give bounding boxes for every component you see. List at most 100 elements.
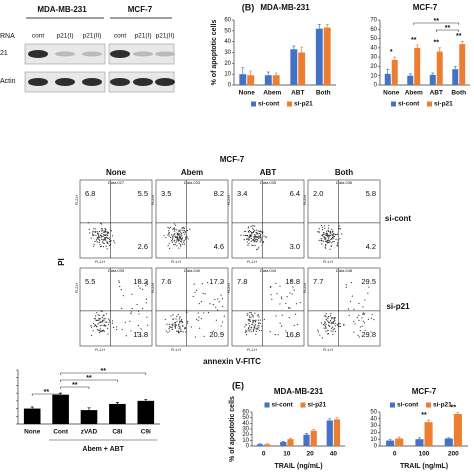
event-dot [329, 241, 331, 243]
event-dot [136, 331, 138, 334]
event-dot [331, 316, 333, 319]
event-dot [100, 245, 102, 247]
bar [407, 75, 414, 85]
event-dot [93, 227, 95, 230]
event-dot [256, 327, 258, 329]
event-dot [318, 239, 320, 241]
event-dot [327, 317, 329, 319]
event-dot [182, 231, 184, 233]
event-dot [137, 285, 140, 287]
bar [298, 52, 306, 85]
event-dot [287, 307, 290, 309]
event-dot [113, 240, 115, 242]
event-dot [336, 233, 338, 235]
bar [323, 27, 331, 85]
x-tick-label: Both [451, 90, 466, 97]
event-dot [248, 323, 250, 325]
bar [239, 74, 247, 85]
event-dot [217, 298, 219, 300]
event-dot [341, 233, 343, 235]
bracket [60, 372, 147, 375]
event-dot [275, 282, 277, 284]
event-dot [111, 320, 114, 322]
event-dot [321, 228, 324, 231]
event-dot [248, 325, 251, 327]
event-dot [258, 324, 260, 327]
legend-swatch [426, 402, 431, 408]
event-dot [328, 322, 330, 324]
event-dot [249, 234, 251, 236]
bar [247, 75, 255, 85]
x-tick-label: C9i [141, 429, 151, 436]
axis-name: FL1-H [323, 348, 333, 352]
event-dot [364, 329, 366, 331]
axis-name: FL2-H [227, 283, 231, 293]
event-dot [98, 238, 100, 241]
event-dot [339, 238, 341, 240]
event-dot [99, 329, 101, 332]
event-dot [334, 233, 336, 236]
event-dot [178, 327, 180, 330]
legend-swatch [300, 402, 306, 408]
x-tick-label: Abem [263, 90, 281, 97]
y-tick-label: 60 [224, 18, 231, 24]
blot-row-label: 21 [0, 50, 8, 57]
event-dot [180, 328, 182, 330]
axis-name: FL2-H [303, 195, 307, 205]
event-dot [329, 248, 331, 250]
event-dot [329, 325, 331, 328]
event-dot [223, 281, 225, 283]
event-dot [319, 334, 321, 336]
event-dot [112, 326, 115, 329]
event-dot [251, 323, 253, 325]
event-dot [170, 327, 172, 329]
event-dot [176, 245, 178, 247]
event-dot [98, 318, 100, 320]
event-dot [168, 247, 171, 249]
event-dot [269, 331, 271, 333]
event-dot [248, 231, 250, 233]
event-dot [333, 240, 335, 243]
event-dot [93, 325, 95, 327]
event-dot [331, 234, 333, 236]
quadrant-value: 2.6 [138, 242, 148, 251]
event-dot [361, 325, 363, 327]
lane-label: p21(I) [57, 33, 74, 40]
event-dot [109, 319, 111, 321]
quadrant-value: 6.8 [85, 189, 95, 198]
event-dot [169, 325, 171, 328]
event-dot [252, 229, 254, 231]
event-dot [253, 230, 256, 232]
event-dot [254, 239, 256, 241]
event-dot [248, 327, 250, 329]
event-dot [97, 232, 99, 234]
event-dot [327, 241, 330, 243]
event-dot [290, 279, 292, 282]
event-dot [245, 323, 247, 325]
event-dot [257, 319, 260, 321]
event-dot [173, 230, 176, 232]
event-dot [89, 232, 91, 234]
error-bar [335, 417, 339, 420]
event-dot [99, 234, 102, 236]
event-dot [334, 319, 336, 322]
event-dot [274, 334, 276, 336]
event-dot [339, 228, 341, 230]
event-dot [214, 298, 216, 301]
event-dot [252, 321, 254, 323]
event-dot [353, 308, 355, 310]
event-dot [336, 324, 338, 326]
event-dot [177, 232, 179, 235]
event-dot [217, 309, 219, 311]
event-dot [88, 228, 90, 230]
event-dot [250, 331, 252, 333]
event-dot [215, 306, 217, 309]
legend-label: si-p21 [434, 101, 453, 108]
axis-name: FL1-H [95, 348, 105, 352]
event-dot [201, 283, 204, 285]
condition-label: Both [335, 168, 353, 177]
quadrant-value: 7.8 [237, 277, 247, 286]
event-dot [253, 235, 255, 238]
quadrant-value: 5.8 [366, 189, 376, 198]
event-dot [171, 326, 173, 328]
